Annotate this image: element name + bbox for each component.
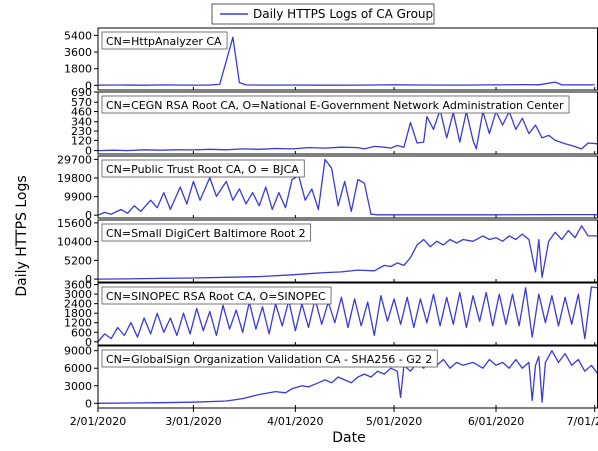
x-tick-label: 6/01/2020 [468,415,524,428]
series-line [98,225,598,280]
y-tick-label: 6000 [64,362,92,375]
y-tick-label: 0 [85,336,92,349]
panel-4: 0 5200 10400 15600 CN=Small DigiCert Baltimo… [57,217,598,286]
panel-3: 0 9900 19800 29700 CN=Public Trust Root CA, … [57,153,598,222]
y-tick-label: 230 [71,125,92,138]
y-tick-label: 3600 [64,279,92,292]
y-tick-label: 460 [71,106,92,119]
panel-label: CN=CEGN RSA Root CA, O=National E-Govern… [106,99,564,112]
panel-label: CN=Public Trust Root CA, O = BJCA [106,163,299,176]
y-tick-label: 3000 [64,288,92,301]
panel-6: 0 3000 6000 9000 CN=GlobalSign Organization … [64,345,598,410]
y-tick-label: 0 [85,273,92,286]
legend-label: Daily HTTPS Logs of CA Group [253,7,433,21]
x-tick-label: 7/01/2020 [567,415,598,428]
series-line [98,36,595,86]
x-tick-label: 4/01/2020 [267,415,323,428]
y-tick-label: 5200 [64,254,92,267]
y-tick-label: 10400 [57,236,92,249]
panel-label-box [101,286,332,305]
y-tick-label: 1200 [64,317,92,330]
legend: Daily HTTPS Logs of CA Group [211,3,435,25]
panel-label-box [101,349,438,368]
y-tick-label: 0 [85,145,92,158]
y-tick-label: 690 [71,86,92,99]
y-tick-label: 600 [71,326,92,339]
y-tick-label: 3600 [64,46,92,59]
panel-1: 0 1800 3600 5400 CN=HttpAnalyzer CA [64,27,598,92]
x-tick-label: 5/01/2020 [366,415,422,428]
y-tick-label: 2400 [64,298,92,311]
y-tick-label: 3000 [64,380,92,393]
panel-label: CN=SINOPEC RSA Root CA, O=SINOPEC [106,290,326,303]
series-line [98,286,598,343]
x-tick-label: 3/01/2020 [165,415,221,428]
y-axis-title: Daily HTTPS Logs [14,175,30,296]
y-tick-label: 0 [85,79,92,92]
panel-label-box [101,223,312,242]
panel-label: CN=Small DigiCert Baltimore Root 2 [106,227,306,240]
panel-label: CN=HttpAnalyzer CA [106,35,222,48]
panel-label-box [101,159,305,178]
series-line [98,109,598,152]
x-axis-title: Date [332,430,365,446]
x-tick-label: 2/01/2020 [70,415,126,428]
y-tick-label: 0 [85,397,92,410]
y-tick-label: 340 [71,116,92,129]
series-line [98,158,598,216]
y-tick-label: 120 [71,134,92,147]
panel-label: CN=GlobalSign Organization Validation CA… [106,353,432,366]
y-tick-label: 570 [71,96,92,109]
y-tick-label: 1800 [64,63,92,76]
y-tick-label: 29700 [57,153,92,166]
y-tick-label: 9900 [64,191,92,204]
y-tick-label: 9000 [64,345,92,358]
y-tick-label: 19800 [57,172,92,185]
panel-label-box [101,31,228,50]
y-tick-label: 1800 [64,307,92,320]
y-tick-label: 15600 [57,217,92,230]
y-tick-label: 0 [85,209,92,222]
panel-label-box [101,95,570,114]
x-axis: 2/01/2020 3/01/2020 4/01/2020 5/01/2020 6/01… [70,408,598,428]
legend-box [211,3,435,25]
y-tick-label: 5400 [64,29,92,42]
